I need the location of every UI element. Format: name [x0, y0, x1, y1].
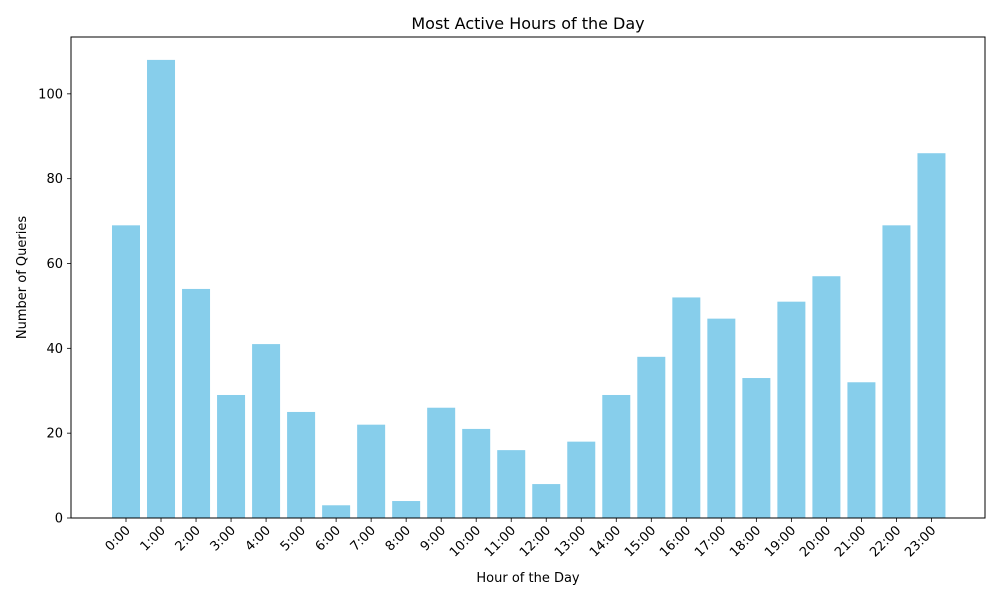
bar-2-00 [182, 288, 211, 518]
bar-17-00 [707, 318, 736, 518]
x-tick-label: 3:00 [208, 523, 239, 554]
x-tick-label: 18:00 [727, 523, 764, 560]
bar-21-00 [847, 382, 876, 518]
y-tick-label: 60 [46, 257, 63, 272]
x-tick-label: 13:00 [552, 523, 589, 560]
x-tick-label: 6:00 [313, 523, 344, 554]
bar-5-00 [287, 411, 316, 518]
x-tick-label: 9:00 [418, 523, 449, 554]
bar-19-00 [777, 301, 806, 518]
x-tick-label: 1:00 [138, 523, 169, 554]
chart-title: Most Active Hours of the Day [411, 14, 644, 33]
plot-frame [70, 36, 986, 519]
bar-11-00 [497, 450, 526, 518]
x-tick-label: 22:00 [867, 523, 904, 560]
x-tick-label: 15:00 [622, 523, 659, 560]
y-axis-label: Number of Queries [15, 216, 30, 339]
x-tick-label: 12:00 [517, 523, 554, 560]
x-axis-ticks: 0:00 1:00 2:00 3:00 4:00 5:00 6:00 7:00 8:00 9:00… [103, 518, 939, 560]
y-tick-label: 40 [46, 342, 63, 357]
bar-13-00 [567, 441, 596, 518]
bar-9-00 [427, 407, 456, 518]
bar-7-00 [357, 424, 386, 518]
y-tick-label: 0 [55, 512, 63, 527]
bar-8-00 [392, 501, 421, 518]
bar-0-00 [112, 225, 140, 518]
x-axis-label: Hour of the Day [476, 571, 580, 586]
x-tick-label: 11:00 [482, 523, 519, 560]
x-tick-label: 19:00 [762, 523, 799, 560]
bar-1-00 [147, 59, 176, 519]
x-tick-label: 0:00 [103, 523, 134, 554]
x-tick-label: 17:00 [692, 523, 729, 560]
bar-22-00 [882, 225, 911, 518]
y-tick-label: 100 [38, 87, 63, 102]
x-tick-label: 4:00 [243, 523, 274, 554]
bar-18-00 [742, 378, 771, 518]
bar-16-00 [672, 297, 701, 518]
x-tick-label: 2:00 [173, 523, 204, 554]
x-tick-label: 20:00 [797, 523, 834, 560]
bar-4-00 [252, 344, 281, 518]
y-tick-label: 20 [46, 427, 63, 442]
x-tick-label: 8:00 [383, 523, 414, 554]
bar-15-00 [637, 356, 666, 518]
x-tick-label: 16:00 [657, 523, 694, 560]
bar-3-00 [217, 394, 246, 518]
x-tick-label: 14:00 [587, 523, 624, 560]
bar-12-00 [532, 484, 561, 518]
y-tick-label: 80 [46, 172, 63, 187]
x-tick-label: 21:00 [832, 523, 869, 560]
bars-group [112, 59, 946, 519]
bar-23-00 [917, 153, 946, 518]
y-axis-ticks: 0 20 40 60 80 100 [38, 87, 71, 527]
bar-6-00 [322, 505, 351, 518]
bar-10-00 [462, 428, 491, 518]
bar-14-00 [602, 394, 631, 518]
x-tick-label: 5:00 [278, 523, 309, 554]
x-tick-label: 23:00 [902, 523, 939, 560]
bar-20-00 [812, 276, 841, 518]
x-tick-label: 7:00 [348, 523, 379, 554]
x-tick-label: 10:00 [447, 523, 484, 560]
